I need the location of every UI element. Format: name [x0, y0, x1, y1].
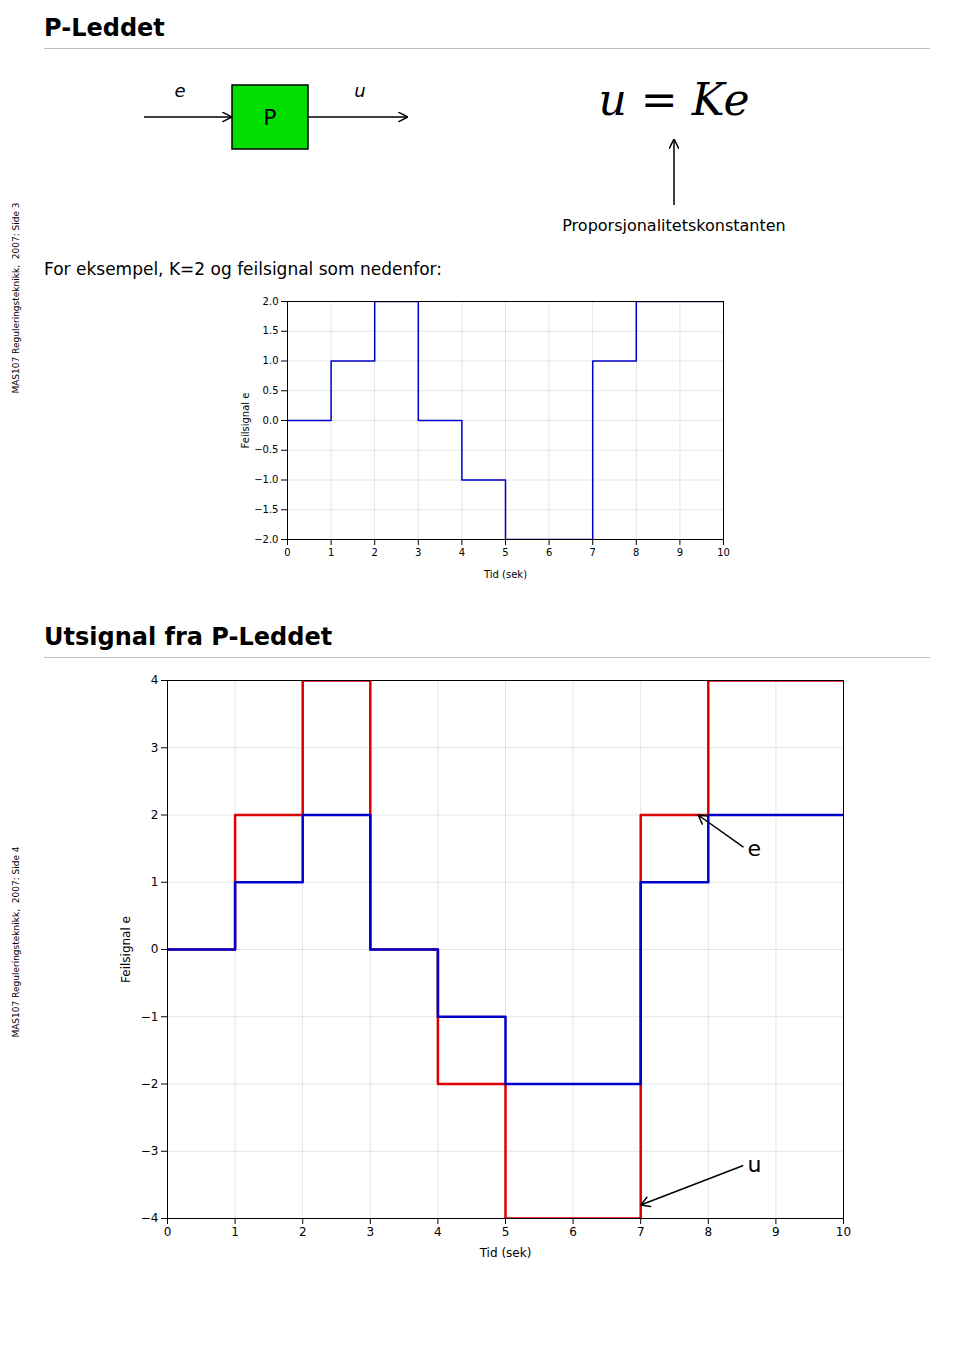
svg-text:Tid (sek): Tid (sek) — [483, 569, 527, 580]
svg-text:−2.0: −2.0 — [254, 534, 278, 545]
svg-text:6: 6 — [569, 1225, 577, 1239]
svg-text:10: 10 — [717, 547, 730, 558]
svg-text:8: 8 — [704, 1225, 712, 1239]
svg-text:0: 0 — [164, 1225, 172, 1239]
html-text:P-Leddet: P-Leddet — [44, 14, 165, 42]
svg-text:9: 9 — [772, 1225, 780, 1239]
svg-text:2.0: 2.0 — [263, 296, 279, 307]
svg-text:−0.5: −0.5 — [254, 444, 278, 455]
html-text:MAS107 Reguleringsteknikk, 200: MAS107 Reguleringsteknikk, 2007: Side 3 — [11, 201, 21, 394]
svg-text:1.5: 1.5 — [263, 325, 279, 336]
svg-text:−1.5: −1.5 — [254, 504, 278, 515]
svg-text:5: 5 — [502, 1225, 510, 1239]
svg-text:0: 0 — [151, 942, 159, 956]
svg-text:7: 7 — [590, 547, 596, 558]
svg-text:3: 3 — [151, 741, 159, 755]
svg-text:−1: −1 — [141, 1010, 159, 1024]
svg-text:8: 8 — [633, 547, 639, 558]
svg-text:0.5: 0.5 — [263, 385, 279, 396]
svg-text:4: 4 — [151, 673, 159, 687]
svg-text:4: 4 — [434, 1225, 442, 1239]
svg-text:0.0: 0.0 — [263, 415, 279, 426]
svg-text:−3: −3 — [141, 1144, 159, 1158]
html-text:For eksempel, K=2 og feilsigna: For eksempel, K=2 og feilsignal som nede… — [44, 259, 442, 279]
svg-text:2: 2 — [151, 808, 159, 822]
svg-text:1: 1 — [328, 547, 334, 558]
svg-text:u: u — [354, 80, 365, 101]
svg-text:4: 4 — [459, 547, 465, 558]
html-text:MAS107 Reguleringsteknikk, 200: MAS107 Reguleringsteknikk, 2007: Side 4 — [11, 845, 21, 1038]
svg-text:6: 6 — [546, 547, 552, 558]
svg-text:9: 9 — [677, 547, 683, 558]
svg-text:2: 2 — [299, 1225, 307, 1239]
svg-text:e: e — [747, 836, 761, 861]
html-text:Utsignal fra P-Leddet: Utsignal fra P-Leddet — [44, 623, 333, 651]
svg-text:u: u — [747, 1152, 761, 1177]
svg-text:3: 3 — [415, 547, 421, 558]
svg-text:2: 2 — [372, 547, 378, 558]
svg-text:−1.0: −1.0 — [254, 474, 278, 485]
svg-text:1: 1 — [231, 1225, 239, 1239]
svg-text:Tid (sek): Tid (sek) — [479, 1246, 532, 1260]
svg-text:7: 7 — [637, 1225, 645, 1239]
svg-text:P: P — [263, 105, 276, 130]
svg-text:1.0: 1.0 — [263, 355, 279, 366]
svg-text:1: 1 — [151, 875, 159, 889]
svg-text:Proporsjonalitetskonstanten: Proporsjonalitetskonstanten — [562, 216, 785, 235]
svg-text:3: 3 — [366, 1225, 374, 1239]
svg-text:10: 10 — [836, 1225, 851, 1239]
svg-text:Feilsignal e: Feilsignal e — [119, 916, 133, 983]
svg-text:−4: −4 — [141, 1211, 159, 1225]
svg-text:e: e — [174, 80, 185, 101]
svg-text:Feilsignal e: Feilsignal e — [240, 393, 251, 449]
svg-text:5: 5 — [502, 547, 508, 558]
svg-text:0: 0 — [284, 547, 290, 558]
svg-text:−2: −2 — [141, 1077, 159, 1091]
svg-text:u = Ke: u = Ke — [599, 74, 750, 125]
